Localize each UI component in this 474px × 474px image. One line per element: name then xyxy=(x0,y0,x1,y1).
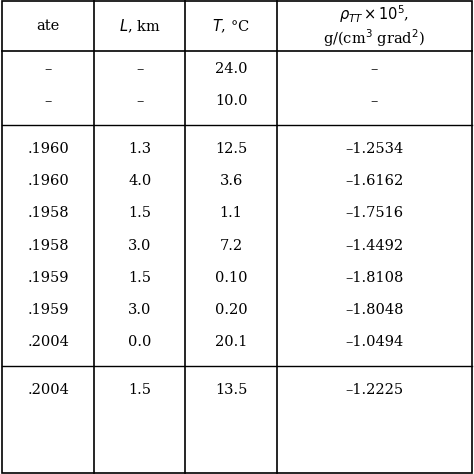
Text: –1.7516: –1.7516 xyxy=(345,206,403,220)
Text: .2004: .2004 xyxy=(27,383,69,397)
Text: 3.6: 3.6 xyxy=(219,174,243,188)
Text: $\rho_{TT}$$\,$$\times$$\,$$10^{5}$,: $\rho_{TT}$$\,$$\times$$\,$$10^{5}$, xyxy=(339,3,410,25)
Text: –: – xyxy=(371,94,378,109)
Text: $\mathit{L}$, km: $\mathit{L}$, km xyxy=(119,17,160,35)
Text: –1.6162: –1.6162 xyxy=(345,174,403,188)
Text: –: – xyxy=(45,62,52,76)
Text: –: – xyxy=(371,62,378,76)
Text: .1958: .1958 xyxy=(27,206,69,220)
Text: 10.0: 10.0 xyxy=(215,94,247,109)
Text: 20.1: 20.1 xyxy=(215,335,247,349)
Text: .1958: .1958 xyxy=(27,238,69,253)
Text: –: – xyxy=(45,94,52,109)
Text: –1.0494: –1.0494 xyxy=(345,335,403,349)
Text: ate: ate xyxy=(36,19,60,33)
Text: 12.5: 12.5 xyxy=(215,142,247,156)
Text: –1.8108: –1.8108 xyxy=(345,271,403,285)
Text: 24.0: 24.0 xyxy=(215,62,247,76)
Text: –: – xyxy=(136,62,143,76)
Text: –1.2225: –1.2225 xyxy=(345,383,403,397)
Text: –: – xyxy=(136,94,143,109)
Text: –1.8048: –1.8048 xyxy=(345,303,403,317)
Text: .1959: .1959 xyxy=(27,271,69,285)
Text: .1960: .1960 xyxy=(27,142,69,156)
Text: .2004: .2004 xyxy=(27,335,69,349)
Text: 1.3: 1.3 xyxy=(128,142,151,156)
Text: –1.4492: –1.4492 xyxy=(345,238,403,253)
Text: 0.10: 0.10 xyxy=(215,271,247,285)
Text: 1.5: 1.5 xyxy=(128,383,151,397)
Text: 3.0: 3.0 xyxy=(128,303,151,317)
Text: 4.0: 4.0 xyxy=(128,174,151,188)
Text: g/(cm$^{3}$ grad$^{2}$): g/(cm$^{3}$ grad$^{2}$) xyxy=(323,27,425,48)
Text: 1.5: 1.5 xyxy=(128,206,151,220)
Text: 7.2: 7.2 xyxy=(219,238,243,253)
Text: 1.1: 1.1 xyxy=(219,206,243,220)
Text: $\mathit{T}$, °C: $\mathit{T}$, °C xyxy=(212,17,250,35)
Text: –1.2534: –1.2534 xyxy=(345,142,403,156)
Text: 0.0: 0.0 xyxy=(128,335,151,349)
Text: .1959: .1959 xyxy=(27,303,69,317)
Text: 1.5: 1.5 xyxy=(128,271,151,285)
Text: .1960: .1960 xyxy=(27,174,69,188)
Text: 3.0: 3.0 xyxy=(128,238,151,253)
Text: 0.20: 0.20 xyxy=(215,303,247,317)
Text: 13.5: 13.5 xyxy=(215,383,247,397)
